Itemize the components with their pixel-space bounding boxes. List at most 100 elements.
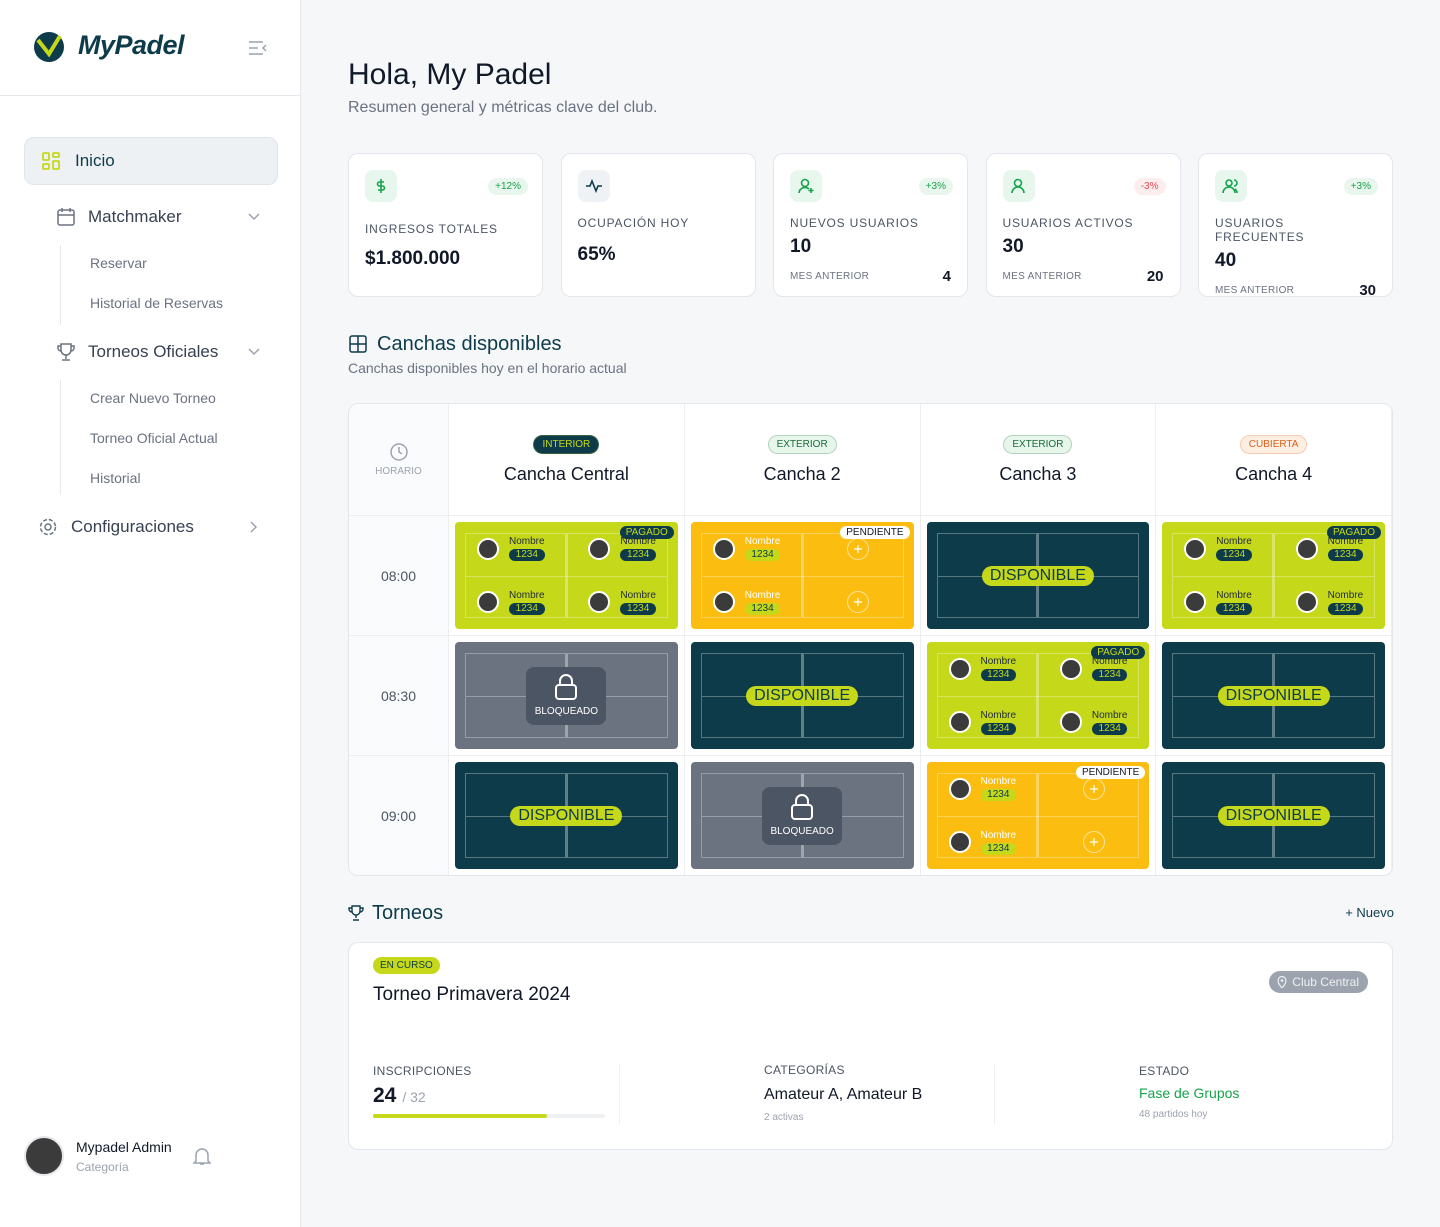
status-badge: PENDIENTE	[1076, 766, 1146, 779]
player[interactable]: Nombre 1234	[1038, 642, 1149, 696]
player-info: Nombre 1234	[980, 710, 1017, 735]
court-line	[937, 815, 1139, 817]
slot-cell: PAGADO Nombre 1234 Nombre 1234 Nombre 1234 Nomb…	[1156, 516, 1392, 636]
user-avatar[interactable]	[24, 1136, 64, 1176]
status-badge: PAGADO	[1326, 526, 1381, 539]
notifications[interactable]	[193, 1146, 211, 1166]
nav-sub[interactable]: Reservar	[90, 255, 147, 271]
player[interactable]: Nombre 1234	[1274, 522, 1385, 576]
court-slot[interactable]: PAGADO Nombre 1234 Nombre 1234 Nombre 1234 Nomb…	[455, 522, 678, 629]
court-slot[interactable]: BLOQUEADO	[690, 762, 914, 869]
player-code: 1234	[1327, 549, 1364, 562]
player-name: Nombre	[980, 776, 1017, 788]
icon	[798, 178, 814, 194]
tournament-name: Torneo Primavera 2024	[373, 984, 571, 1005]
player-code: 1234	[980, 789, 1017, 802]
nav-config[interactable]: Configuraciones	[24, 503, 278, 551]
col-divider	[619, 1065, 620, 1125]
stat-label: NUEVOS USUARIOS	[790, 216, 919, 230]
add-player[interactable]	[1082, 831, 1105, 854]
player-info: Nombre 1234	[980, 656, 1017, 682]
new-tournament[interactable]: + Nuevo	[1345, 905, 1394, 920]
court-slot[interactable]: DISPONIBLE	[926, 522, 1150, 629]
tournament-card[interactable]: EN CURSO Torneo Primavera 2024 Club Centra…	[348, 942, 1393, 1150]
available-label: DISPONIBLE	[746, 685, 859, 706]
courts-title: Canchas disponibles	[377, 333, 562, 355]
player-info: Nombre 1234	[1216, 536, 1252, 562]
chevron	[248, 348, 260, 356]
time-cell: 08:30	[349, 636, 449, 756]
capacity: / 32	[402, 1089, 426, 1105]
player[interactable]: Nombre 1234	[1274, 576, 1385, 630]
court-slot[interactable]: BLOQUEADO	[455, 642, 678, 749]
player[interactable]: Nombre 1234	[927, 642, 1038, 696]
nav-matchmaker[interactable]: Matchmaker	[24, 193, 278, 241]
stat-icon	[790, 170, 822, 202]
player[interactable]: Nombre 1234	[1162, 576, 1273, 630]
court-slot[interactable]: PENDIENTE Nombre 1234 Nombre 1234	[926, 762, 1150, 870]
player[interactable]: Nombre 1234	[566, 522, 677, 576]
player[interactable]: Nombre 1234	[1162, 522, 1273, 576]
prev-value: 30	[1359, 282, 1376, 299]
nav-sub[interactable]: Historial	[90, 470, 141, 486]
available-label: DISPONIBLE	[1217, 685, 1330, 706]
stat-label: OCUPACIÓN HOY	[577, 216, 690, 230]
court-header: INTERIOR Cancha Central	[449, 404, 685, 516]
nav-sub[interactable]: Crear Nuevo Torneo	[90, 390, 216, 406]
progress-bar	[373, 1114, 547, 1118]
court-slot[interactable]: DISPONIBLE	[1162, 762, 1385, 869]
player-info: Nombre 1234	[744, 536, 781, 562]
court-slot[interactable]: DISPONIBLE	[690, 642, 914, 749]
state: Fase de Grupos	[1139, 1085, 1240, 1101]
player[interactable]: Nombre 1234	[927, 816, 1038, 870]
player-avatar	[588, 591, 611, 614]
player[interactable]: Nombre 1234	[566, 576, 677, 630]
player[interactable]: Nombre 1234	[927, 762, 1038, 816]
player-avatar	[477, 537, 499, 560]
court-slot[interactable]: PAGADO Nombre 1234 Nombre 1234 Nombre 1234 Nomb…	[926, 642, 1150, 750]
slot-cell: PAGADO Nombre 1234 Nombre 1234 Nombre 1234 Nomb…	[920, 636, 1157, 756]
player[interactable]: Nombre 1234	[691, 522, 802, 576]
player[interactable]: Nombre 1234	[455, 576, 566, 630]
court-slot[interactable]: PAGADO Nombre 1234 Nombre 1234 Nombre 1234 Nomb…	[1162, 522, 1385, 629]
nav-torneos[interactable]: Torneos Oficiales	[24, 328, 278, 376]
court-slot[interactable]: DISPONIBLE	[455, 762, 678, 869]
player[interactable]: Nombre 1234	[927, 696, 1038, 750]
nav-inicio[interactable]: Inicio	[24, 137, 278, 185]
player[interactable]: Nombre 1234	[455, 522, 566, 576]
blocked-text: BLOQUEADO	[770, 826, 834, 837]
player[interactable]: Nombre 1234	[1038, 696, 1149, 750]
court-slot[interactable]: PENDIENTE Nombre 1234 Nombre 1234	[690, 522, 914, 630]
player-info: Nombre 1234	[1327, 536, 1364, 562]
court-slot[interactable]: DISPONIBLE	[1162, 642, 1385, 749]
player-avatar	[1295, 537, 1318, 560]
court-line	[466, 575, 667, 577]
stat-prev: MES ANTERIOR 20	[1003, 268, 1164, 285]
player-avatar	[948, 657, 971, 680]
stat-value: $1.800.000	[365, 248, 461, 269]
stat-value: 30	[1002, 236, 1024, 257]
time-label: 09:00	[380, 807, 417, 824]
icon	[57, 343, 75, 361]
nav-label: Matchmaker	[88, 207, 182, 226]
state-label: ESTADO	[1139, 1064, 1190, 1078]
player-name: Nombre	[980, 829, 1017, 841]
add-player[interactable]	[846, 591, 869, 614]
player[interactable]: Nombre 1234	[691, 576, 802, 630]
court-name: Cancha 3	[999, 463, 1077, 484]
status-badge: PENDIENTE	[840, 526, 910, 539]
player-avatar	[1059, 657, 1082, 680]
nav-sub[interactable]: Historial de Reservas	[90, 295, 224, 311]
player-avatar	[712, 537, 735, 560]
progress-track	[373, 1114, 605, 1118]
tree-line	[60, 380, 61, 495]
stat-card: +12% INGRESOS TOTALES $1.800.000	[348, 153, 543, 297]
time-header-label: HORARIO	[375, 466, 422, 477]
court-net	[800, 534, 804, 617]
nav-sub[interactable]: Torneo Oficial Actual	[90, 430, 218, 446]
add-player[interactable]	[846, 537, 869, 560]
stat-card: +3% NUEVOS USUARIOS 10 MES ANTERIOR 4	[773, 153, 968, 297]
collapse-button[interactable]	[248, 40, 268, 56]
add-player[interactable]	[1082, 777, 1105, 800]
stat-label: USUARIOS FRECUENTES	[1215, 216, 1305, 244]
